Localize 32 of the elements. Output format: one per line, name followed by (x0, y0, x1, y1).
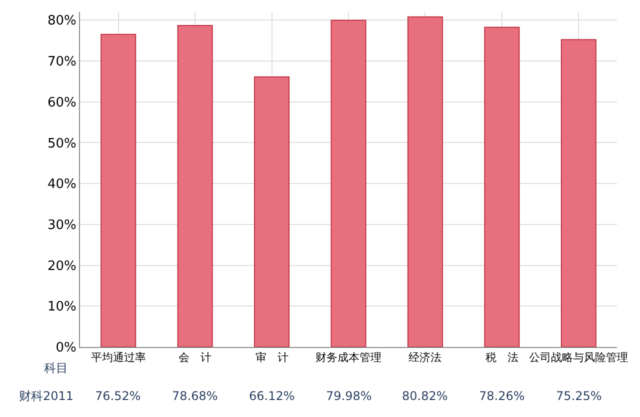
x-tick-label: 审 计 (255, 351, 288, 364)
bar (177, 25, 213, 347)
y-tick-label: 10% (47, 300, 76, 315)
x-tick-label: 平均通过率 (90, 351, 146, 364)
bar (407, 16, 443, 347)
bar (560, 39, 596, 347)
text: 财科2011 (19, 389, 74, 403)
x-tick-label: 公司战略与风险管理 (529, 351, 628, 364)
text: 79.98% (326, 389, 372, 403)
y-tick-label: 0% (56, 340, 76, 356)
x-axis-title: 科目 (44, 361, 68, 375)
bar (254, 76, 290, 347)
text: 80.82% (402, 389, 448, 403)
bar (100, 34, 136, 347)
y-tick-label: 70% (47, 54, 76, 70)
y-tick-label: 80% (47, 14, 76, 29)
x-tick-label: 财务成本管理 (316, 351, 382, 364)
text: 78.68% (172, 389, 218, 403)
x-tick-label: 税 法 (485, 351, 518, 364)
y-tick-label: 30% (47, 218, 76, 233)
text: 76.52% (95, 389, 141, 403)
text: 66.12% (249, 389, 295, 403)
bar (330, 20, 366, 347)
text: 78.26% (479, 389, 525, 403)
x-tick-label: 经济法 (408, 351, 442, 364)
y-tick-label: 60% (47, 95, 76, 110)
text: 75.25% (556, 389, 602, 403)
x-tick-label: 会 计 (178, 351, 212, 364)
y-tick-label: 50% (47, 136, 76, 152)
bar (484, 26, 520, 347)
y-tick-label: 40% (47, 177, 76, 192)
y-tick-label: 20% (47, 258, 76, 274)
